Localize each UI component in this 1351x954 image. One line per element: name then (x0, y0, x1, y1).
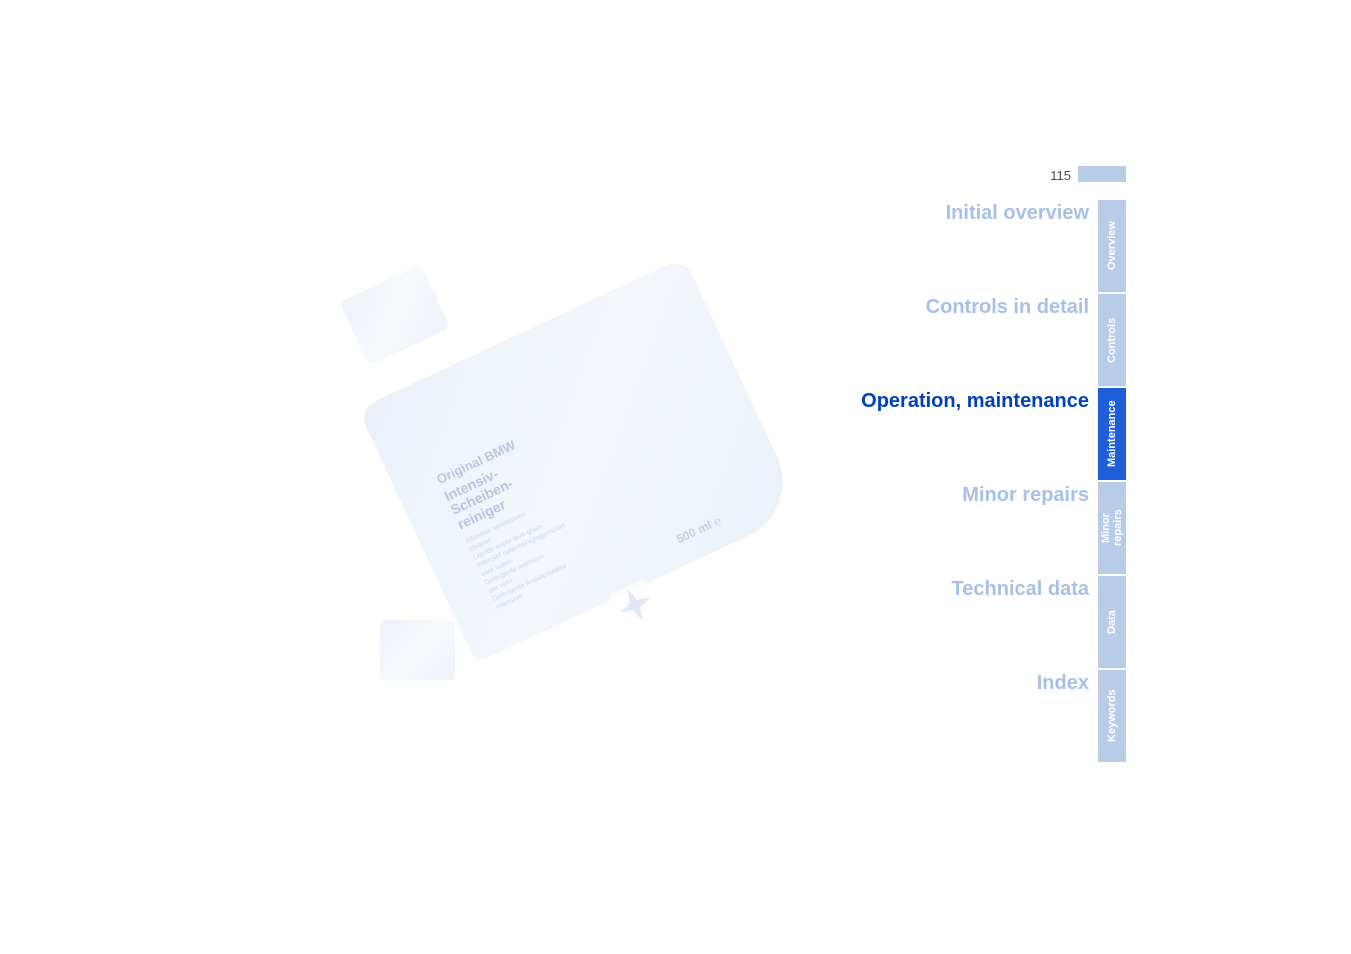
nav-minor-repairs[interactable]: Minor repairs (861, 482, 1089, 576)
navigation-sections: Initial overview Controls in detail Oper… (861, 200, 1089, 764)
product-background-image: Original BMW Intensiv- Scheiben- reinige… (320, 260, 780, 700)
side-tabs: Overview Controls Maintenance Minor repa… (1098, 200, 1126, 764)
nav-technical-data[interactable]: Technical data (861, 576, 1089, 670)
tab-keywords[interactable]: Keywords (1098, 670, 1126, 762)
tab-controls[interactable]: Controls (1098, 294, 1126, 386)
tab-maintenance[interactable]: Maintenance (1098, 388, 1126, 480)
header-accent-bar (1078, 166, 1126, 182)
tab-data[interactable]: Data (1098, 576, 1126, 668)
page-number: 115 (1050, 168, 1071, 183)
tube-cap-detached (380, 620, 455, 680)
nav-initial-overview[interactable]: Initial overview (861, 200, 1089, 294)
nav-controls-in-detail[interactable]: Controls in detail (861, 294, 1089, 388)
nav-index[interactable]: Index (861, 670, 1089, 764)
tab-overview[interactable]: Overview (1098, 200, 1126, 292)
nav-operation-maintenance[interactable]: Operation, maintenance (861, 388, 1089, 482)
tab-minor-repairs[interactable]: Minor repairs (1098, 482, 1126, 574)
tube-cap (339, 264, 450, 365)
